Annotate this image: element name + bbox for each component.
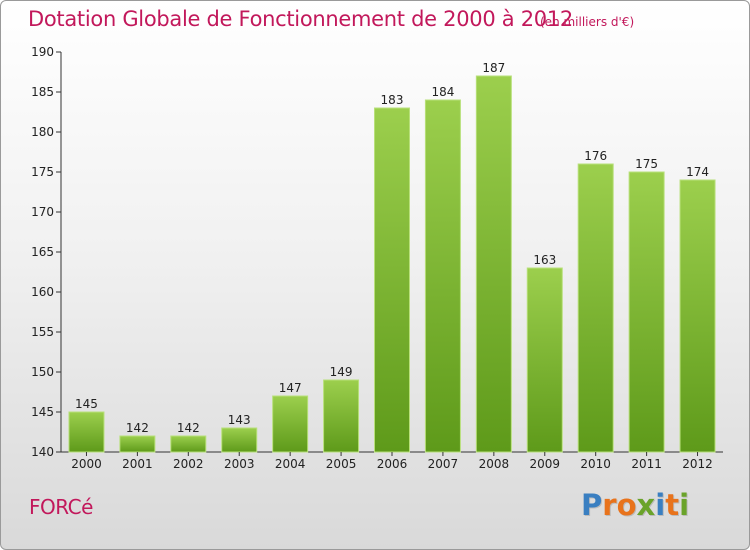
data-label-2005: 149 <box>330 365 353 379</box>
x-tick-label-2000: 2000 <box>71 457 102 471</box>
y-tick-label: 140 <box>31 445 54 459</box>
data-label-2001: 142 <box>126 421 149 435</box>
data-label-2011: 175 <box>635 157 658 171</box>
y-tick-label: 180 <box>31 125 54 139</box>
data-label-2003: 143 <box>228 413 251 427</box>
x-tick-label-2010: 2010 <box>580 457 611 471</box>
data-label-2012: 174 <box>686 165 709 179</box>
x-tick-label-2009: 2009 <box>529 457 560 471</box>
bar-2008 <box>475 75 512 453</box>
data-label-2007: 184 <box>431 85 454 99</box>
y-tick-label: 165 <box>31 245 54 259</box>
y-tick-label: 185 <box>31 85 54 99</box>
bar-2005 <box>323 379 360 453</box>
data-label-2010: 176 <box>584 149 607 163</box>
logo-letter: x <box>636 488 656 522</box>
logo-letter: i <box>679 488 690 522</box>
bar-2007 <box>424 99 461 453</box>
data-label-2000: 145 <box>75 397 98 411</box>
data-label-2009: 163 <box>533 253 556 267</box>
data-label-2006: 183 <box>381 93 404 107</box>
bar-2000 <box>68 411 105 453</box>
bar-2009 <box>526 267 563 453</box>
y-tick-label: 145 <box>31 405 54 419</box>
bar-2001 <box>119 435 156 453</box>
x-tick-label-2005: 2005 <box>326 457 357 471</box>
x-tick-label-2002: 2002 <box>173 457 204 471</box>
bar-2011 <box>628 171 665 453</box>
commune-name: FORCé <box>29 495 93 519</box>
y-tick-label: 155 <box>31 325 54 339</box>
logo-letter: t <box>665 488 680 522</box>
y-tick-label: 160 <box>31 285 54 299</box>
data-label-2008: 187 <box>482 61 505 75</box>
x-tick-label-2003: 2003 <box>224 457 255 471</box>
x-tick-label-2007: 2007 <box>428 457 459 471</box>
logo-letter: r <box>602 488 617 522</box>
logo-letter: o <box>616 488 637 522</box>
bar-2010 <box>577 163 614 453</box>
bar-2003 <box>221 427 258 453</box>
data-label-2004: 147 <box>279 381 302 395</box>
x-tick-label-2001: 2001 <box>122 457 153 471</box>
y-tick-label: 190 <box>31 45 54 59</box>
x-tick-label-2008: 2008 <box>479 457 510 471</box>
x-tick-label-2012: 2012 <box>682 457 713 471</box>
bar-2002 <box>170 435 207 453</box>
proxiti-logo: Proxiti <box>581 488 689 522</box>
x-tick-label-2004: 2004 <box>275 457 306 471</box>
y-tick-label: 150 <box>31 365 54 379</box>
data-label-2002: 142 <box>177 421 200 435</box>
bar-2012 <box>679 179 716 453</box>
chart-title: Dotation Globale de Fonctionnement de 20… <box>28 7 573 31</box>
bar-2004 <box>272 395 309 453</box>
bar-2006 <box>374 107 410 453</box>
logo-letter: P <box>581 488 603 522</box>
x-tick-label-2006: 2006 <box>377 457 408 471</box>
y-tick-label: 170 <box>31 205 54 219</box>
y-tick-label: 175 <box>31 165 54 179</box>
logo-letter: i <box>655 488 666 522</box>
chart-subtitle: (en milliers d'€) <box>540 15 635 29</box>
x-tick-label-2011: 2011 <box>631 457 662 471</box>
